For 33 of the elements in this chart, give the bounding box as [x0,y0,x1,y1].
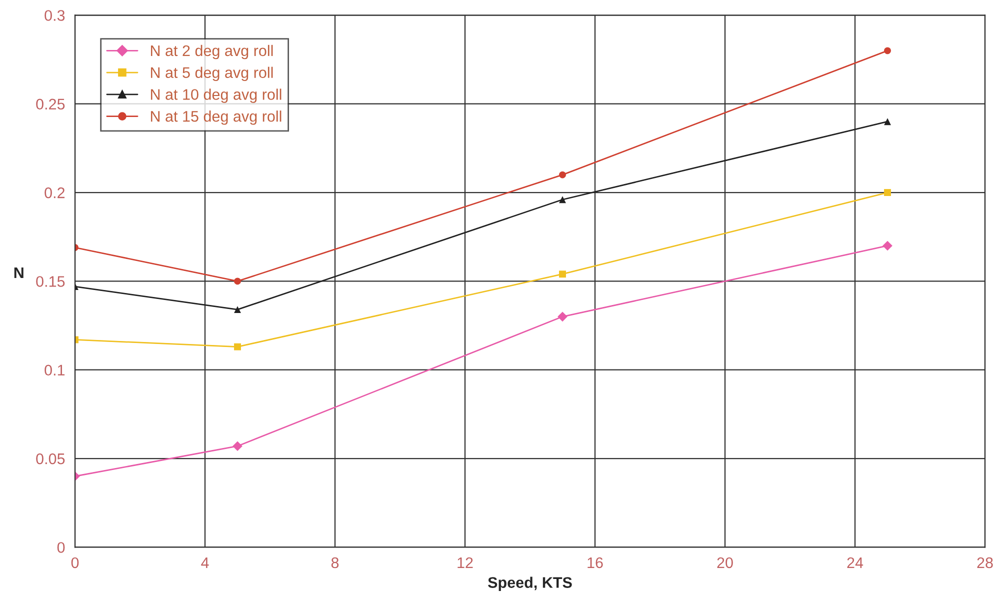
y-tick-label: 0 [57,542,65,553]
point [234,278,241,285]
point [234,306,241,314]
point [884,118,891,126]
point [232,441,242,452]
point [559,196,566,204]
point [882,240,892,251]
y-tick-label: 0.15 [36,276,65,287]
legend-label: N at 10 deg avg roll [150,88,282,103]
x-tick-label: 12 [458,557,473,568]
x-tick-label: 16 [588,557,603,568]
legend-label: N at 15 deg avg roll [150,110,282,125]
legend-label: N at 5 deg avg roll [150,66,273,82]
x-tick-label: 4 [201,557,209,568]
x-tick-label: 28 [977,557,993,568]
x-axis-title: Speed, KTS [488,576,572,591]
x-tick-label: 24 [847,557,864,568]
y-tick-label: 0.1 [44,364,65,376]
point [884,189,891,196]
y-tick-label: 0.05 [36,453,65,464]
y-tick-label: 0.3 [44,10,65,21]
x-tick-label: 0 [71,557,79,568]
point [559,270,566,278]
x-tick-label: 20 [717,557,733,568]
point [558,312,568,322]
legend-label: N at 2 deg avg roll [150,44,273,60]
y-axis-title: N [14,268,24,278]
point [884,47,891,54]
y-tick-label: 0.25 [36,98,65,110]
x-tick-label: 8 [331,557,339,568]
y-tick-label: 0.2 [44,187,65,198]
point [234,343,241,350]
point [559,171,566,178]
